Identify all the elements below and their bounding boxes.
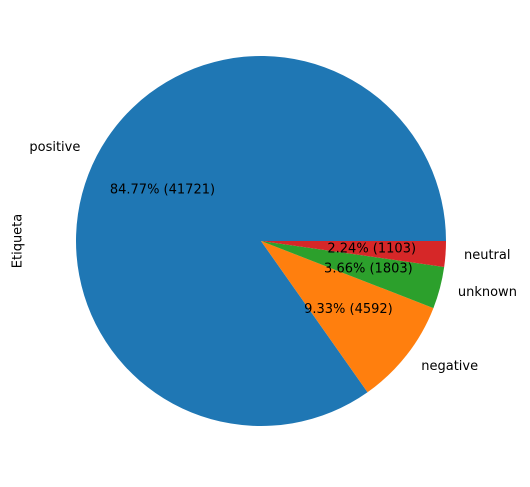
slice-pct-label-unknown: 3.66% (1803) <box>324 262 413 277</box>
slice-pct-label-neutral: 2.24% (1103) <box>327 241 416 256</box>
slice-label-unknown: unknown <box>458 285 517 300</box>
y-axis-label: Etiqueta <box>11 214 26 268</box>
slice-pct-label-negative: 9.33% (4592) <box>304 302 393 317</box>
slice-label-neutral: neutral <box>464 248 511 263</box>
slice-label-positive: positive <box>29 140 80 155</box>
slice-label-negative: negative <box>421 359 478 374</box>
slice-pct-label-positive: 84.77% (41721) <box>110 182 215 197</box>
